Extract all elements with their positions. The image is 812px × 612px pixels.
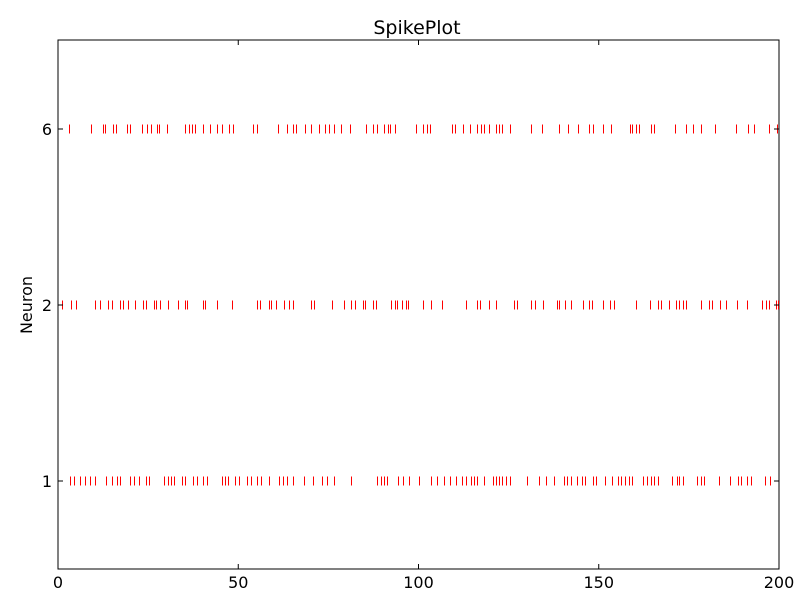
x-tick-label: 200 [764,573,795,592]
chart-title: SpikePlot [373,17,460,39]
x-tick-label: 0 [53,573,63,592]
spike-marks [62,124,779,486]
plot-area-frame [57,39,780,570]
x-tick-label: 100 [403,573,434,592]
x-tick-label: 150 [583,573,614,592]
x-axis-ticks: 0 50 100 150 200 [53,40,794,592]
y-axis-label: Neuron [17,276,36,334]
y-tick-label: 6 [42,120,52,139]
x-tick-label: 50 [228,573,248,592]
y-tick-label: 1 [42,472,52,491]
y-tick-label: 2 [42,296,52,315]
y-axis-ticks: 6 2 1 [42,120,779,491]
